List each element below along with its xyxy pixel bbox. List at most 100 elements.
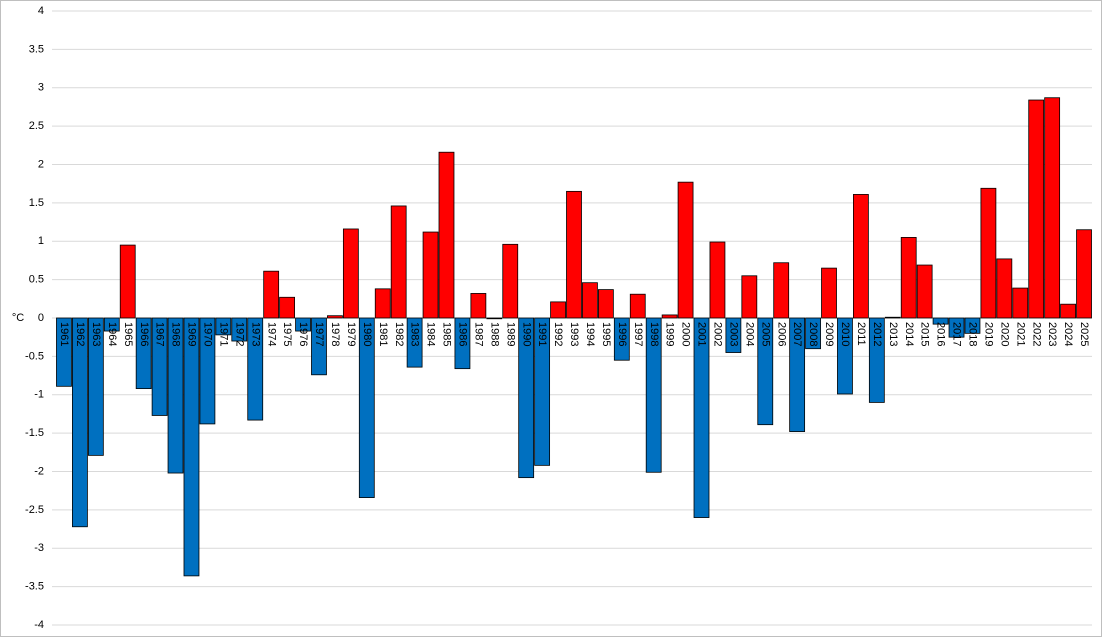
x-tick-label: 1979 xyxy=(345,322,357,346)
bar xyxy=(470,293,487,319)
bar xyxy=(805,317,821,350)
bar xyxy=(1044,97,1061,319)
bar xyxy=(518,317,535,479)
bar xyxy=(167,317,184,474)
y-tick-label: -2.5 xyxy=(25,504,44,516)
y-tick-label: 0.5 xyxy=(29,274,44,286)
x-tick-label: 1987 xyxy=(472,322,484,346)
x-tick-label: 1998 xyxy=(648,322,660,346)
x-tick-label: 1988 xyxy=(488,322,500,346)
bar xyxy=(438,151,455,319)
bar xyxy=(263,270,280,319)
x-tick-label: 1982 xyxy=(393,322,405,346)
x-tick-label: 1980 xyxy=(361,322,373,346)
bar xyxy=(900,237,917,319)
y-tick-label: -1 xyxy=(34,389,44,401)
bar xyxy=(916,264,933,319)
y-tick-label: -1.5 xyxy=(25,427,44,439)
x-tick-label: 1967 xyxy=(154,322,166,346)
x-tick-label: 2001 xyxy=(696,322,708,346)
bar xyxy=(709,241,726,319)
x-tick-label: 2008 xyxy=(807,322,819,346)
y-tick-label: 3 xyxy=(38,82,44,94)
bar xyxy=(358,317,375,498)
bar xyxy=(582,282,598,319)
bar xyxy=(948,317,965,338)
x-tick-label: 2005 xyxy=(759,322,771,346)
x-tick-label: 2017 xyxy=(951,322,963,346)
bar xyxy=(996,258,1013,319)
bar xyxy=(629,293,646,319)
x-tick-label: 1991 xyxy=(536,322,548,346)
bar xyxy=(390,205,407,319)
y-tick-label: 3.5 xyxy=(29,43,44,55)
x-tick-label: 2006 xyxy=(775,322,787,346)
x-tick-label: 2002 xyxy=(712,322,724,346)
bar xyxy=(151,317,168,416)
x-tick-label: 1996 xyxy=(616,322,628,346)
bar xyxy=(135,317,152,390)
x-tick-label: 1968 xyxy=(170,322,182,346)
bar xyxy=(597,289,614,319)
bar xyxy=(295,317,311,332)
bar xyxy=(677,181,694,319)
x-tick-label: 2023 xyxy=(1046,322,1058,346)
y-tick-label: -0.5 xyxy=(25,350,44,362)
x-tick-label: 1961 xyxy=(58,322,70,346)
x-tick-label: 1970 xyxy=(202,322,214,346)
bar xyxy=(932,317,949,325)
bar xyxy=(868,317,885,403)
y-tick-label: -3 xyxy=(34,542,44,554)
bar xyxy=(1060,303,1076,319)
x-tick-label: 1972 xyxy=(233,322,245,346)
x-tick-label: 2024 xyxy=(1062,322,1074,346)
bar xyxy=(199,317,216,425)
x-tick-label: 2021 xyxy=(1014,322,1026,346)
bar xyxy=(406,317,423,368)
bar xyxy=(757,317,774,426)
bar xyxy=(725,317,742,353)
y-tick-label: -4 xyxy=(34,619,44,631)
x-tick-label: 2010 xyxy=(839,322,851,346)
x-tick-label: 1965 xyxy=(122,322,134,346)
y-tick-label: 1 xyxy=(38,235,44,247)
x-tick-label: 2025 xyxy=(1078,322,1090,346)
bar xyxy=(534,317,551,466)
x-tick-label: 1994 xyxy=(584,322,596,346)
bar xyxy=(1012,287,1029,319)
x-tick-label: 2004 xyxy=(743,322,755,346)
bar xyxy=(422,231,439,319)
x-tick-label: 1992 xyxy=(552,322,564,346)
x-tick-label: 1986 xyxy=(457,322,469,346)
x-tick-label: 1983 xyxy=(409,322,421,346)
bar xyxy=(215,317,232,336)
x-tick-label: 1971 xyxy=(217,322,229,346)
x-tick-label: 2014 xyxy=(903,322,915,346)
x-tick-label: 1964 xyxy=(106,322,118,346)
bar xyxy=(247,317,264,421)
bar xyxy=(454,317,471,370)
x-tick-label: 1973 xyxy=(249,322,261,346)
bar xyxy=(374,288,391,319)
x-tick-label: 2016 xyxy=(935,322,947,346)
bar xyxy=(566,190,582,319)
bar xyxy=(884,316,901,319)
bar xyxy=(1076,229,1092,319)
y-tick-label: 1.5 xyxy=(29,197,44,209)
bar xyxy=(853,194,869,319)
bar xyxy=(311,317,327,376)
bar xyxy=(87,317,104,456)
x-tick-label: 2022 xyxy=(1030,322,1042,346)
bar xyxy=(773,262,790,319)
x-tick-label: 1997 xyxy=(632,322,644,346)
bar xyxy=(502,243,519,319)
y-tick-label: 2.5 xyxy=(29,120,44,132)
x-tick-label: 2003 xyxy=(727,322,739,346)
y-tick-label: -2 xyxy=(34,465,44,477)
bar xyxy=(789,317,806,432)
y-tick-label: 4 xyxy=(38,5,44,17)
x-tick-label: 1962 xyxy=(74,322,86,346)
x-tick-label: 2019 xyxy=(982,322,994,346)
bar xyxy=(1028,99,1045,319)
